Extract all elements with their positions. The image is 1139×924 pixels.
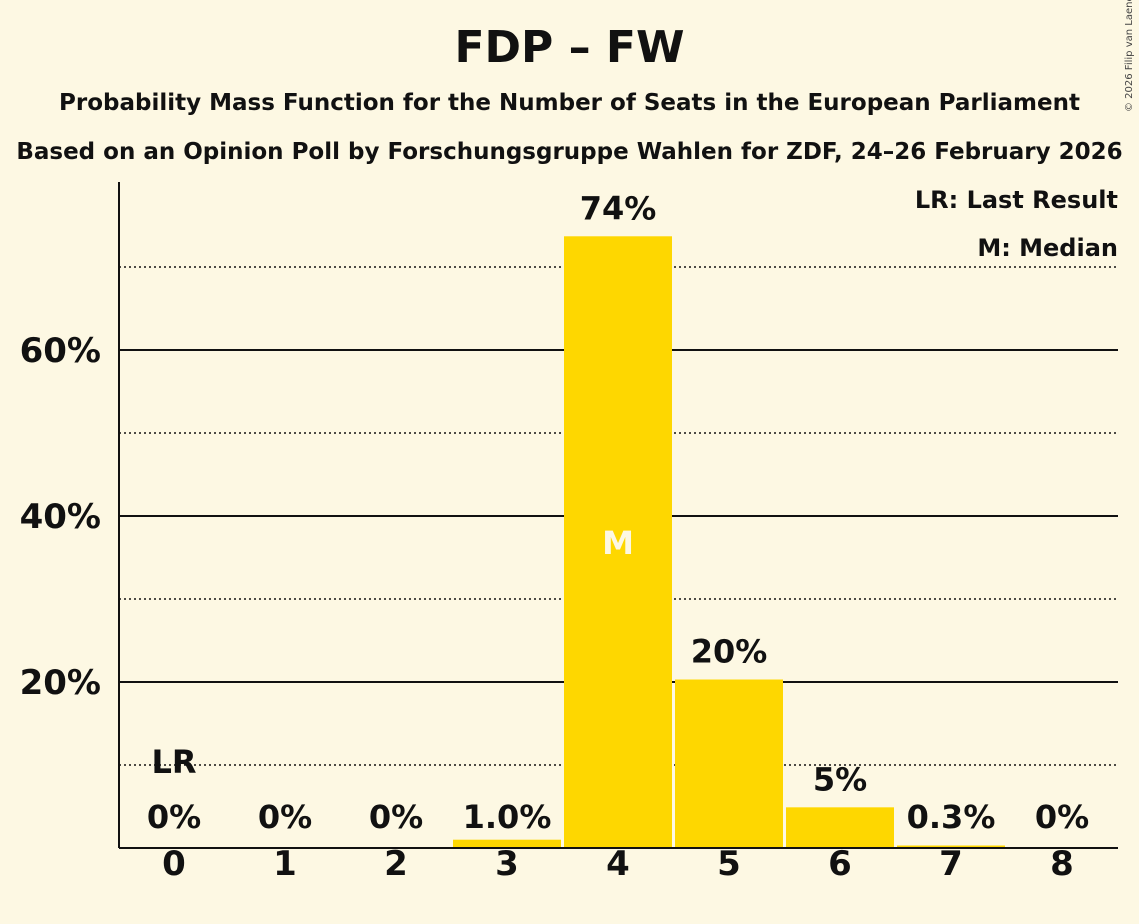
value-label: 5% <box>813 760 867 798</box>
bar-seat-4 <box>564 236 672 849</box>
bar-seat-7 <box>897 845 1005 848</box>
median-marker: M <box>602 524 634 562</box>
x-tick-label: 5 <box>717 844 741 884</box>
value-label: 1.0% <box>463 798 552 836</box>
legend-median: M: Median <box>977 234 1118 262</box>
value-label: 0% <box>147 798 201 836</box>
chart-source: Based on an Opinion Poll by Forschungsgr… <box>16 139 1123 165</box>
chart-title: FDP – FW <box>454 22 685 73</box>
last-result-marker: LR <box>151 743 196 781</box>
value-label: 0% <box>1035 798 1089 836</box>
y-tick-label: 60% <box>20 331 101 371</box>
x-tick-label: 6 <box>828 844 852 884</box>
labels: 20% 40% 60% 0 1 2 3 4 5 6 7 8 0% 0% 0% 1.0% 74% 20% 5% 0.3%… <box>20 189 1090 884</box>
value-label: 0% <box>258 798 312 836</box>
chart-subtitle: Probability Mass Function for the Number… <box>59 90 1080 116</box>
x-tick-label: 0 <box>162 844 186 884</box>
value-label: 0% <box>369 798 423 836</box>
x-tick-label: 2 <box>384 844 408 884</box>
value-label: 74% <box>580 189 657 227</box>
y-tick-label: 20% <box>20 663 101 703</box>
y-tick-label: 40% <box>20 497 101 537</box>
x-tick-label: 3 <box>495 844 519 884</box>
axes <box>118 182 1118 849</box>
bar-seat-5 <box>675 679 783 848</box>
x-tick-label: 7 <box>939 844 963 884</box>
bar-seat-3 <box>453 839 561 848</box>
value-label: 20% <box>691 633 768 671</box>
legend-last-result: LR: Last Result <box>914 186 1118 214</box>
value-label: 0.3% <box>907 798 996 836</box>
x-tick-label: 1 <box>273 844 297 884</box>
bar-seat-6 <box>786 807 894 848</box>
bars <box>453 236 1005 849</box>
x-tick-label: 8 <box>1050 844 1074 884</box>
x-tick-label: 4 <box>606 844 630 884</box>
